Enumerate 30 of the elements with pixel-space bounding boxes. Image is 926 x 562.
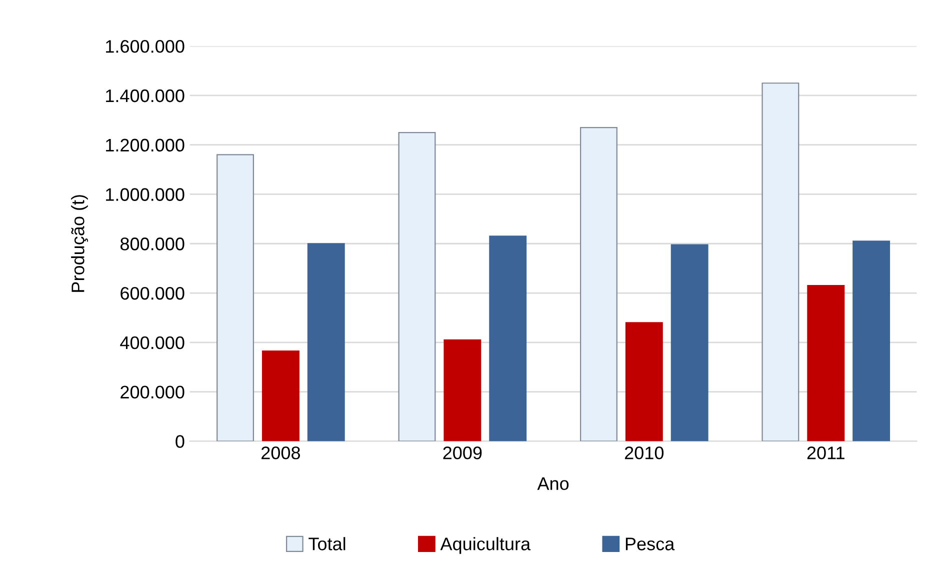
bar bbox=[580, 127, 618, 442]
x-tick-label: 2009 bbox=[443, 446, 482, 460]
bar bbox=[670, 244, 708, 442]
y-tick-label: 1.000.000 bbox=[106, 188, 184, 201]
x-axis-title: Ano bbox=[537, 477, 569, 490]
legend-label: Aquicultura bbox=[440, 537, 531, 554]
x-tick-label: 2010 bbox=[624, 446, 664, 460]
bar bbox=[625, 322, 663, 442]
y-tick-label: 0 bbox=[176, 435, 184, 448]
bar bbox=[852, 240, 890, 442]
bar bbox=[216, 154, 254, 442]
y-tick-label: 200.000 bbox=[120, 386, 184, 399]
bar bbox=[489, 236, 527, 442]
bar bbox=[398, 132, 436, 442]
y-tick-label: 800.000 bbox=[120, 238, 184, 250]
x-tick-label: 2011 bbox=[807, 446, 844, 460]
y-tick-label: 600.000 bbox=[120, 286, 184, 300]
x-tick-label: 2008 bbox=[262, 446, 300, 460]
y-tick-label: 1.400.000 bbox=[106, 89, 184, 102]
bar bbox=[762, 82, 800, 442]
y-tick-label: 400.000 bbox=[120, 336, 184, 350]
bar bbox=[807, 285, 845, 442]
y-tick-label: 1.600.000 bbox=[106, 40, 184, 53]
bar bbox=[307, 243, 345, 442]
bar bbox=[262, 350, 300, 442]
legend-label: Pesca bbox=[626, 538, 675, 550]
legend-label: Total bbox=[308, 537, 346, 550]
y-axis-title: Produção (t) bbox=[71, 195, 88, 292]
bar bbox=[444, 339, 482, 442]
y-tick-label: 1.200.000 bbox=[106, 138, 184, 152]
